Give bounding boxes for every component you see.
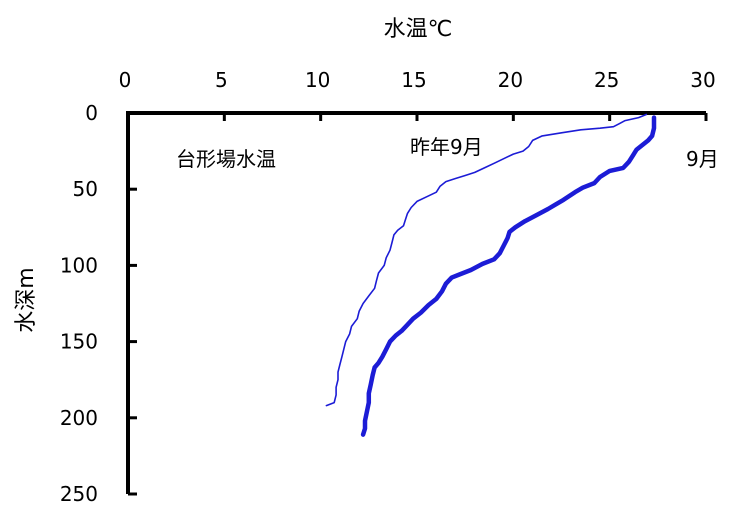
x-tick-label: 0 <box>119 68 132 92</box>
series-lines <box>325 113 657 437</box>
y-tick-label: 50 <box>73 177 98 201</box>
y-tick-label: 250 <box>60 482 98 506</box>
axes: 0 5 10 15 20 25 30 0 50 100 150 200 250 <box>60 68 716 506</box>
x-tick-label: 25 <box>594 68 619 92</box>
x-tick-label: 20 <box>498 68 523 92</box>
y-axis-title: 水深m <box>14 267 39 332</box>
y-tick-label: 200 <box>60 406 98 430</box>
series-label-last-year-sept: 昨年9月 <box>410 135 483 159</box>
x-tick-label: 15 <box>401 68 426 92</box>
y-tick-label: 100 <box>60 253 98 277</box>
series-line-1 <box>360 115 657 437</box>
y-tick-label: 0 <box>85 101 98 125</box>
x-axis-title: 水温℃ <box>384 17 453 42</box>
series-line-0 <box>325 113 648 407</box>
x-tick-label: 5 <box>215 68 228 92</box>
chart-title: 台形場水温 <box>176 147 276 171</box>
y-tick-label: 150 <box>60 330 98 354</box>
series-label-sept: 9月 <box>686 147 719 171</box>
x-tick-label: 30 <box>690 68 715 92</box>
x-tick-label: 10 <box>305 68 330 92</box>
